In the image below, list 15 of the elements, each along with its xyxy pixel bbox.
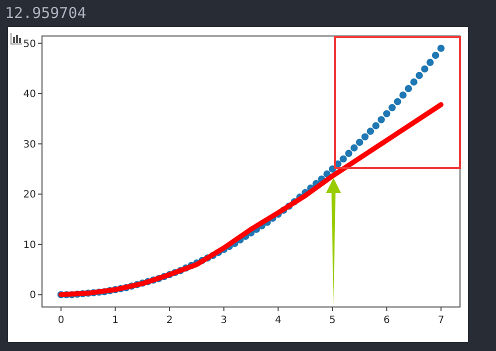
y-tick-label: 10 xyxy=(23,240,36,251)
x-tick-label: 3 xyxy=(220,315,228,326)
x-tick-label: 1 xyxy=(112,315,118,326)
x-tick-label: 4 xyxy=(274,315,282,326)
x-tick-label: 0 xyxy=(58,315,64,326)
x-tick-label: 2 xyxy=(166,315,173,326)
text: 12.959704 xyxy=(5,4,86,22)
x-tick-label: 5 xyxy=(329,315,336,326)
y-tick-label: 0 xyxy=(30,290,36,302)
x-tick-label: 6 xyxy=(384,315,390,326)
y-tick-label: 20 xyxy=(23,190,36,201)
x-tick-label: 7 xyxy=(438,315,444,326)
y-tick-label: 30 xyxy=(23,139,36,150)
y-tick-label: 50 xyxy=(23,38,36,50)
y-tick-label: 40 xyxy=(23,89,36,100)
